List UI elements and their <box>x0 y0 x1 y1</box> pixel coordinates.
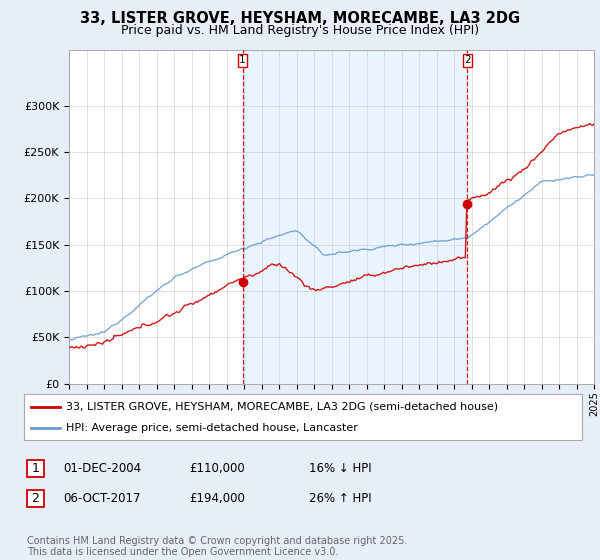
Text: 06-OCT-2017: 06-OCT-2017 <box>63 492 140 505</box>
Bar <box>242 50 467 384</box>
Text: 2: 2 <box>464 55 471 66</box>
Text: Price paid vs. HM Land Registry's House Price Index (HPI): Price paid vs. HM Land Registry's House … <box>121 24 479 36</box>
Text: 33, LISTER GROVE, HEYSHAM, MORECAMBE, LA3 2DG (semi-detached house): 33, LISTER GROVE, HEYSHAM, MORECAMBE, LA… <box>66 402 498 412</box>
Text: 16% ↓ HPI: 16% ↓ HPI <box>309 462 371 475</box>
Text: Contains HM Land Registry data © Crown copyright and database right 2025.
This d: Contains HM Land Registry data © Crown c… <box>27 535 407 557</box>
Text: HPI: Average price, semi-detached house, Lancaster: HPI: Average price, semi-detached house,… <box>66 423 358 433</box>
Text: 01-DEC-2004: 01-DEC-2004 <box>63 462 141 475</box>
Text: 1: 1 <box>239 55 246 66</box>
Text: 26% ↑ HPI: 26% ↑ HPI <box>309 492 371 505</box>
Text: 2: 2 <box>31 492 40 505</box>
Text: £110,000: £110,000 <box>189 462 245 475</box>
Text: £194,000: £194,000 <box>189 492 245 505</box>
Text: 33, LISTER GROVE, HEYSHAM, MORECAMBE, LA3 2DG: 33, LISTER GROVE, HEYSHAM, MORECAMBE, LA… <box>80 11 520 26</box>
Text: 1: 1 <box>31 462 40 475</box>
